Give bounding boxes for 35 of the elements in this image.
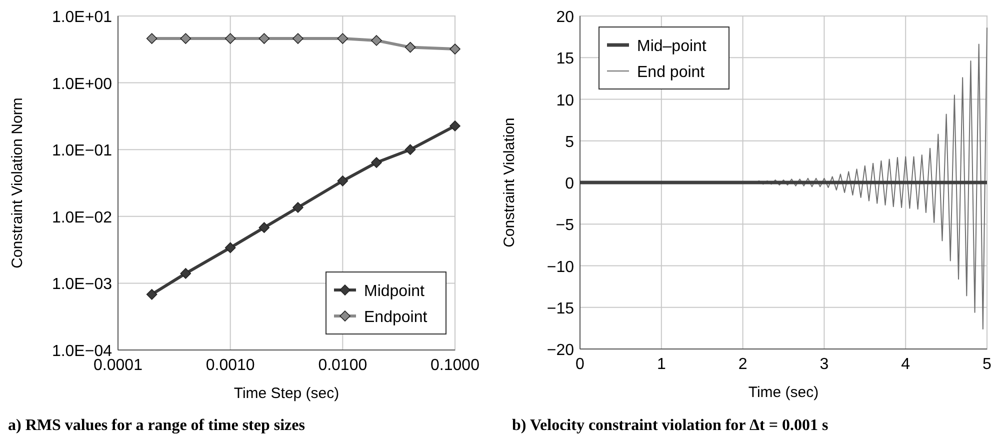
- x-tick-label: 3: [820, 356, 829, 373]
- x-tick-label: 2: [738, 356, 748, 373]
- y-tick-label: 1.0E+01: [52, 9, 112, 26]
- y-axis-title: Constraint Violation: [501, 118, 518, 248]
- y-tick-label: −10: [546, 258, 574, 276]
- x-tick-label: 4: [901, 356, 910, 373]
- x-tick-label: 0.1000: [430, 357, 480, 374]
- x-tick-label: 0.0010: [206, 357, 255, 374]
- y-tick-label: 20: [556, 9, 574, 26]
- y-tick-label: 15: [556, 50, 574, 68]
- text: a) RMS values for a range of time step sizes: [8, 417, 305, 434]
- y-tick-label: 1.0E−01: [52, 142, 112, 160]
- legend-label: Mid–point: [637, 38, 707, 55]
- y-tick-label: 0: [565, 176, 574, 192]
- y-axis-title: Constraint Violation Norm: [9, 98, 26, 268]
- y-tick-label: 10: [556, 92, 574, 110]
- legend-label: Endpoint: [364, 309, 428, 326]
- text: b) Velocity constraint violation for Δt = 0.001 s: [512, 417, 828, 434]
- y-tick-label: 1.0E−02: [52, 209, 112, 226]
- x-tick-label: 0: [576, 356, 585, 373]
- x-tick-label: 1: [656, 356, 666, 373]
- legend-label: End point: [637, 64, 706, 81]
- y-tick-label: 1.0E+00: [52, 76, 112, 93]
- y-tick-label: 5: [565, 134, 574, 151]
- y-tick-label: 1.0E−04: [52, 343, 112, 360]
- y-tick-label: −5: [556, 217, 574, 234]
- legend-label: Midpoint: [364, 283, 426, 300]
- x-axis-title: Time (sec): [748, 384, 819, 401]
- x-tick-label: 0.0100: [318, 357, 368, 374]
- x-tick-label: 5: [982, 356, 992, 373]
- x-tick-label: 0.0001: [94, 357, 143, 374]
- y-tick-label: 1.0E−03: [52, 276, 112, 294]
- y-tick-label: −15: [546, 300, 574, 318]
- y-tick-label: −20: [546, 342, 574, 359]
- x-axis-title: Time Step (sec): [234, 385, 340, 402]
